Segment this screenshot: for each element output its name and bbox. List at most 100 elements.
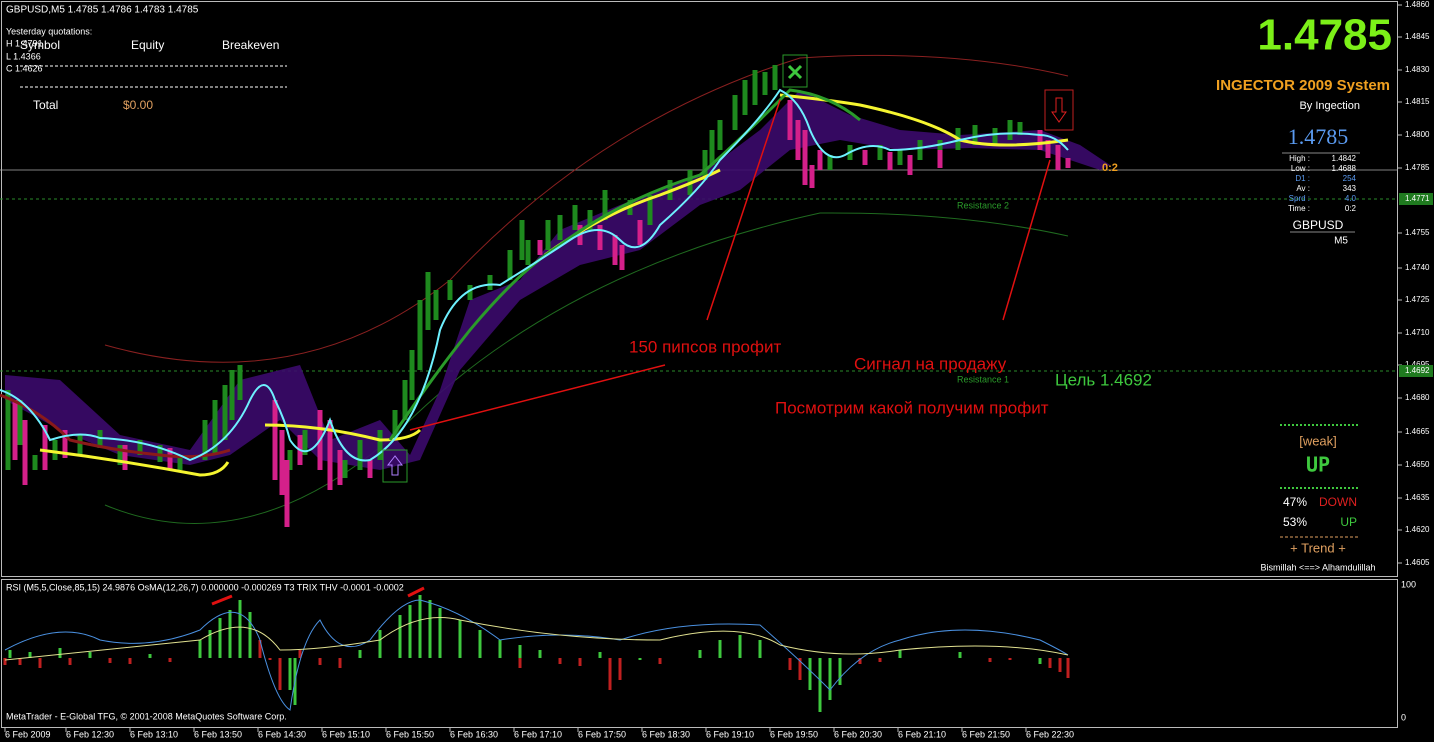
yesterday-high: H 1.4791 [6,38,43,48]
time-label: 6 Feb 16:30 [450,729,498,739]
system-name: INGECTOR 2009 System [1216,77,1390,94]
price-label: 1.4620 [1405,525,1430,534]
trend-strength: [weak] [1299,433,1337,448]
time-label: 6 Feb 12:30 [66,729,114,739]
time-axis: 6 Feb 2009 6 Feb 12:30 6 Feb 13:10 6 Feb 13… [4,728,1074,739]
info-key: D1 : [1295,174,1310,183]
info-rows: High : 1.4842 Low : 1.4688 D1 : 254 Av : 343 Spr… [1288,154,1356,213]
table-header: Symbol [20,38,60,52]
price-label: 1.4845 [1405,32,1430,41]
info-key: Time : [1288,204,1310,213]
time-label: 6 Feb 13:50 [194,729,242,739]
info-timeframe: M5 [1334,236,1348,247]
up-pct: 53% [1283,515,1307,529]
info-value: 343 [1343,184,1357,193]
table-header: Breakeven [222,38,279,52]
annotation: 150 пипсов профит [629,337,781,356]
time-label: 6 Feb 13:10 [130,729,178,739]
buy-signal-box [382,449,408,483]
envelope-upper [104,54,1069,363]
ma-yellow [39,93,1069,477]
annotation-lines [409,99,1051,431]
indicator-marks [211,586,425,606]
sell-signal-box [1044,89,1074,131]
indicator-frame [1,579,1398,728]
time-label: 6 Feb 15:10 [322,729,370,739]
signal-line [4,617,1069,661]
indicator-axis-top: 100 [1401,579,1416,589]
time-label: 6 Feb 22:30 [1026,729,1074,739]
time-label: 6 Feb 14:30 [258,729,306,739]
buy-arrow [386,455,404,476]
trend-direction: UP [1306,453,1330,477]
resistance-1: Resistance 1 [957,374,1009,384]
price-label: 1.4650 [1405,460,1430,469]
price-label: 1.4692 [1405,366,1430,375]
time-label: 6 Feb 21:10 [898,729,946,739]
time-label: 6 Feb 21:50 [962,729,1010,739]
resistance-2: Resistance 2 [957,200,1009,210]
price-label: 1.4860 [1405,0,1430,9]
time-label: 6 Feb 15:50 [386,729,434,739]
main-frame [1,1,1398,577]
total-label: Total [33,98,58,112]
info-value: 1.4688 [1332,164,1357,173]
info-symbol: GBPUSD [1293,218,1344,232]
osma-down [3,640,1070,690]
countdown: 0:2 [1102,162,1118,174]
ma-cyan [0,88,1069,462]
rsi-line [4,599,1069,711]
envelope-lower [104,212,1069,524]
annotation: Сигнал на продажу [854,354,1007,373]
info-key: Sprd : [1289,194,1310,203]
price-label: 1.4725 [1405,295,1430,304]
trend-label: + Trend + [1290,540,1346,555]
price-label: 1.4785 [1405,163,1430,172]
exit-cross [787,64,803,80]
down-pct: 47% [1283,495,1307,509]
price-label: 1.4680 [1405,393,1430,402]
info-price: 1.4785 [1288,124,1349,149]
level-box [1399,193,1433,205]
price-axis: 1.4860 1.4845 1.4830 1.4815 1.4800 1.4785 1.47… [1398,0,1433,567]
price-label: 1.4635 [1405,493,1430,502]
price-label: 1.4815 [1405,97,1430,106]
yesterday-close: C 1.4626 [6,63,43,73]
cloud [5,90,1110,470]
annotation: Посмотрим какой получим профит [775,398,1049,417]
total-value: $0.00 [123,98,153,112]
info-value: 1.4842 [1332,154,1357,163]
time-label: 6 Feb 17:50 [578,729,626,739]
up-label: UP [1340,515,1357,529]
price-label: 1.4740 [1405,263,1430,272]
annotation: Цель 1.4692 [1055,370,1152,389]
time-label: 6 Feb 18:30 [642,729,690,739]
exit-signal-box [782,54,808,88]
system-author: By Ingection [1299,100,1360,112]
table-header: Equity [131,38,164,52]
price-label: 1.4830 [1405,65,1430,74]
yesterday: Yesterday quotations: [6,26,92,36]
panel-footer: Bismillah <==> Alhamdulillah [1260,562,1375,572]
ma-green [388,88,861,441]
price-label: 1.4695 [1405,360,1430,369]
level-box [1399,365,1433,377]
indicator-axis-bottom: 0 [1401,712,1406,722]
yesterday-low: L 1.4366 [6,51,41,61]
time-label: 6 Feb 2009 [5,729,51,739]
info-key: Av : [1296,184,1310,193]
time-label: 6 Feb 19:50 [770,729,818,739]
time-label: 6 Feb 17:10 [514,729,562,739]
price-label: 1.4605 [1405,558,1430,567]
big-price: 1.4785 [1257,11,1392,60]
info-value: 4.0 [1345,194,1357,203]
price-label: 1.4800 [1405,130,1430,139]
symbol-line: GBPUSD,M5 1.4785 1.4786 1.4783 1.4785 [6,5,199,16]
info-key: Low : [1291,164,1310,173]
time-label: 6 Feb 19:10 [706,729,754,739]
price-label: 1.4710 [1405,328,1430,337]
price-label: 1.4771 [1405,194,1430,203]
ma-red [0,393,231,459]
